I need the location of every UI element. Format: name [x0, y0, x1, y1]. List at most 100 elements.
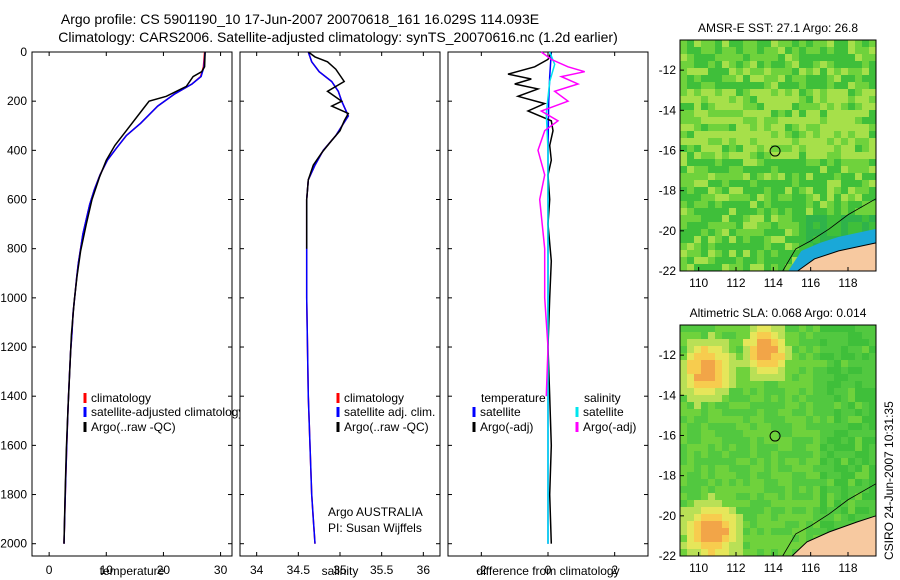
map-cell — [687, 166, 694, 173]
map-cell — [841, 521, 848, 528]
map-cell — [680, 194, 687, 201]
map-cell — [757, 187, 764, 194]
map-cell — [694, 332, 701, 339]
map-cell — [750, 409, 757, 416]
map-cell — [792, 75, 799, 82]
map-cell — [792, 124, 799, 131]
map-cell — [848, 40, 855, 47]
map-cell — [806, 521, 813, 528]
map-cell — [806, 472, 813, 479]
map-cell — [806, 346, 813, 353]
map-cell — [834, 451, 841, 458]
map-cell — [764, 75, 771, 82]
map-cell — [827, 339, 834, 346]
map-cell — [820, 54, 827, 61]
map-cell — [813, 528, 820, 535]
map-cell — [722, 444, 729, 451]
map-cell — [785, 486, 792, 493]
map-cell — [757, 68, 764, 75]
map-cell — [750, 430, 757, 437]
map-cell — [792, 388, 799, 395]
map-cell — [841, 68, 848, 75]
map-cell — [778, 215, 785, 222]
map-title: AMSR-E SST: 27.1 Argo: 26.8 — [698, 21, 858, 35]
map-cell — [792, 145, 799, 152]
map-cell — [743, 117, 750, 124]
map-cell — [757, 360, 764, 367]
map-cell — [736, 542, 743, 549]
series-line — [63, 51, 206, 544]
map-cell — [694, 96, 701, 103]
map-cell — [848, 381, 855, 388]
map-cell — [701, 528, 708, 535]
map-cell — [750, 236, 757, 243]
map-cell — [834, 388, 841, 395]
map-cell — [687, 257, 694, 264]
map-cell — [834, 472, 841, 479]
map-cell — [792, 152, 799, 159]
map-cell — [869, 180, 876, 187]
map-cell — [771, 346, 778, 353]
map-cell — [827, 40, 834, 47]
map-cell — [687, 325, 694, 332]
map-cell — [862, 423, 869, 430]
map-cell — [715, 486, 722, 493]
map-cell — [687, 430, 694, 437]
map-cell — [715, 215, 722, 222]
map-cell — [813, 145, 820, 152]
map-cell — [848, 96, 855, 103]
map-cell — [729, 395, 736, 402]
map-cell — [792, 535, 799, 542]
map-cell — [729, 243, 736, 250]
map-cell — [694, 346, 701, 353]
map-cell — [757, 332, 764, 339]
map-cell — [799, 507, 806, 514]
map-cell — [687, 360, 694, 367]
map-cell — [834, 479, 841, 486]
map-cell — [848, 82, 855, 89]
map-cell — [813, 159, 820, 166]
map-cell — [729, 528, 736, 535]
map-cell — [722, 54, 729, 61]
map-cell — [855, 208, 862, 215]
map-cell — [813, 180, 820, 187]
map-cell — [680, 201, 687, 208]
map-cell — [785, 423, 792, 430]
map-cell — [834, 444, 841, 451]
map-cell — [687, 68, 694, 75]
map-cell — [869, 360, 876, 367]
map-cell — [771, 222, 778, 229]
map-cell — [757, 514, 764, 521]
map-cell — [841, 187, 848, 194]
map-cell — [687, 479, 694, 486]
map-cell — [813, 451, 820, 458]
map-cell — [750, 194, 757, 201]
y-tick-label: -12 — [659, 63, 677, 77]
map-cell — [771, 215, 778, 222]
map-cell — [792, 486, 799, 493]
map-cell — [785, 54, 792, 61]
map-cell — [736, 131, 743, 138]
map-cell — [848, 131, 855, 138]
map-cell — [792, 507, 799, 514]
map-cell — [799, 47, 806, 54]
map-cell — [771, 339, 778, 346]
map-cell — [694, 507, 701, 514]
map-cell — [757, 152, 764, 159]
map-cell — [785, 416, 792, 423]
map-cell — [869, 47, 876, 54]
map-cell — [827, 131, 834, 138]
map-cell — [785, 138, 792, 145]
map-cell — [743, 96, 750, 103]
map-cell — [806, 479, 813, 486]
map-cell — [806, 180, 813, 187]
map-cell — [862, 117, 869, 124]
map-cell — [715, 465, 722, 472]
map-cell — [778, 61, 785, 68]
map-cell — [799, 437, 806, 444]
map-cell — [715, 451, 722, 458]
map-cell — [771, 82, 778, 89]
map-cell — [701, 465, 708, 472]
map-cell — [715, 542, 722, 549]
map-cell — [827, 152, 834, 159]
